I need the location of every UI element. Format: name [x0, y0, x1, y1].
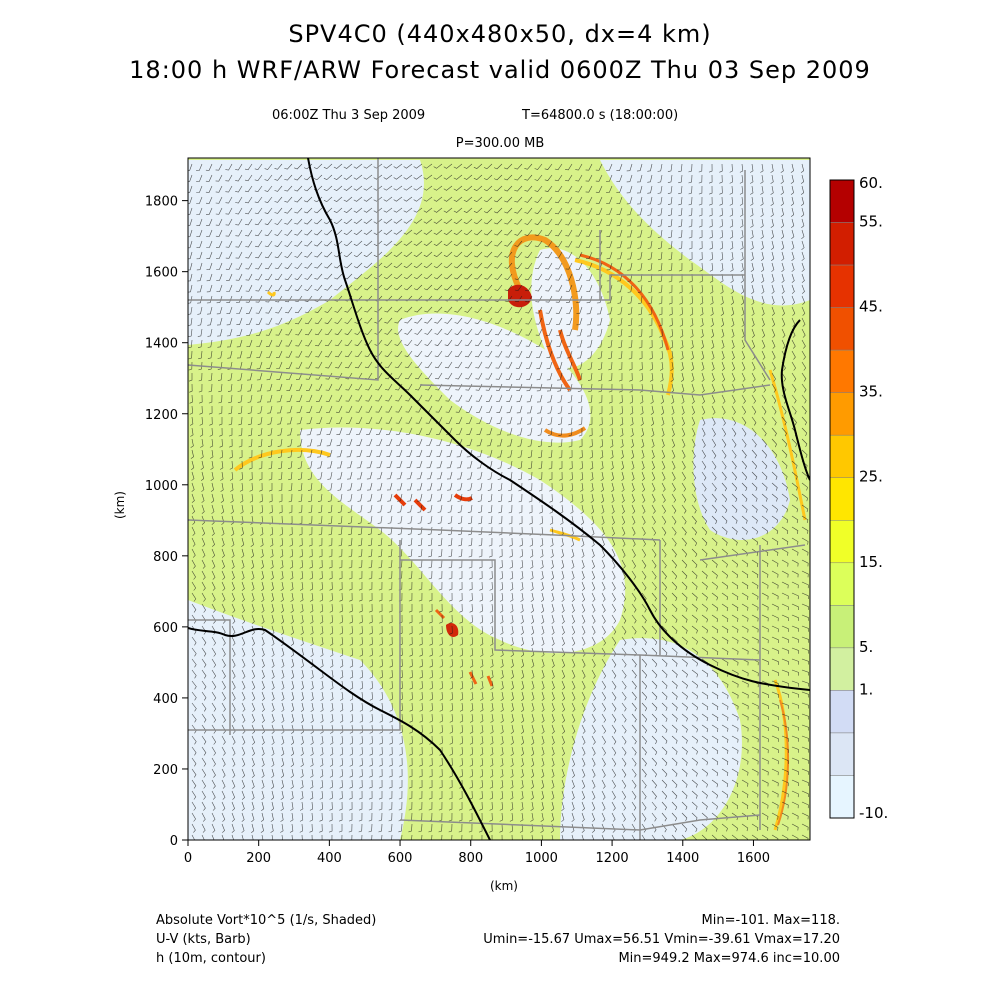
y-tick-label: 1400	[145, 337, 178, 352]
colorbar-swatch	[829, 264, 855, 308]
height-stats: Min=949.2 Max=974.6 inc=10.00	[618, 951, 840, 966]
colorbar-label: 5.	[859, 638, 873, 656]
y-tick-label: 800	[153, 550, 178, 565]
map-area	[188, 158, 810, 840]
valid-time: 06:00Z Thu 3 Sep 2009	[272, 108, 426, 123]
colorbar-swatch	[829, 222, 855, 266]
colorbar-swatch	[829, 349, 855, 393]
colorbar-label: 1.	[859, 680, 873, 698]
y-tick-label: 200	[153, 763, 178, 778]
low-vorticity-region	[693, 418, 790, 540]
state-borders	[188, 158, 806, 840]
x-tick-label: 200	[246, 851, 271, 866]
x-tick-label: 1200	[596, 851, 629, 866]
wind-barb-field	[188, 163, 809, 840]
vorticity-band	[579, 253, 670, 351]
colorbar-label: 25.	[859, 468, 883, 486]
x-tick-label: 1400	[666, 851, 699, 866]
y-tick-label: 1200	[145, 408, 178, 423]
colorbar-swatch	[829, 179, 855, 223]
title-line-2: 18:00 h WRF/ARW Forecast valid 0600Z Thu…	[129, 56, 871, 84]
field-wind-label: U-V (kts, Barb)	[156, 932, 251, 947]
colorbar-label: 15.	[859, 553, 883, 571]
x-tick-label: 800	[458, 851, 483, 866]
colorbar-swatch	[829, 647, 855, 691]
vorticity-band	[233, 448, 331, 472]
low-vorticity-region	[188, 600, 408, 840]
low-vorticity-region	[600, 160, 810, 306]
x-tick-label: 400	[317, 851, 342, 866]
colorbar-swatch	[829, 605, 855, 649]
colorbar-swatch	[829, 307, 855, 351]
y-tick-label: 1800	[145, 195, 178, 210]
low-vorticity-region	[188, 160, 424, 345]
colorbar-label: 35.	[859, 383, 883, 401]
country-borders	[188, 158, 810, 840]
colorbar-swatch	[829, 520, 855, 564]
y-tick-label: 1000	[145, 479, 178, 494]
plot-frame	[187, 157, 811, 841]
colorbar-swatch	[829, 775, 855, 819]
colorbar-swatch	[829, 392, 855, 436]
y-axis-label: (km)	[113, 491, 127, 519]
y-tick-label: 600	[153, 621, 178, 636]
vorticity-band	[768, 369, 807, 831]
colorbar-swatch	[829, 562, 855, 606]
colorbar: 60. 55. 45. 35. 25. 15. 5. 1. -10.	[829, 174, 888, 822]
wind-stats: Umin=-15.67 Umax=56.51 Vmin=-39.61 Vmax=…	[483, 932, 840, 947]
title-line-1: SPV4C0 (440x480x50, dx=4 km)	[288, 20, 712, 48]
y-tick-label: 0	[170, 834, 178, 849]
colorbar-label: 45.	[859, 298, 883, 316]
vorticity-band	[508, 234, 580, 331]
x-axis-label: (km)	[490, 879, 518, 893]
wind-barbs	[188, 163, 809, 840]
low-vorticity-region	[560, 638, 742, 840]
y-tick-label: 1600	[145, 266, 178, 281]
y-tick-label: 400	[153, 692, 178, 707]
pressure-level: P=300.00 MB	[455, 136, 545, 151]
model-time: T=64800.0 s (18:00:00)	[522, 108, 679, 123]
vorticity-stats: Min=-101. Max=118.	[701, 913, 840, 928]
x-tick-label: 0	[184, 851, 192, 866]
colorbar-swatch	[829, 434, 855, 478]
field-height-label: h (10m, contour)	[156, 951, 266, 966]
x-tick-label: 1000	[525, 851, 558, 866]
x-tick-label: 1600	[737, 851, 770, 866]
y-axis: 0 200 400 600 800 1000 1200 1400 1600 1800	[145, 195, 188, 849]
vorticity-band	[434, 608, 494, 687]
colorbar-swatch	[829, 477, 855, 521]
colorbar-label: 60.	[859, 174, 883, 192]
x-tick-label: 600	[388, 851, 413, 866]
vorticity-band	[543, 426, 587, 438]
colorbar-swatch	[829, 690, 855, 734]
vorticity-band	[777, 699, 789, 826]
low-vorticity-region	[398, 313, 591, 443]
colorbar-swatch	[829, 732, 855, 776]
x-axis: 0 200 400 600 800 1000 1200 1400 1600	[184, 840, 770, 866]
low-vorticity-region	[300, 427, 626, 654]
colorbar-label: -10.	[859, 804, 888, 822]
colorbar-frame	[829, 179, 855, 819]
colorbar-label: 55.	[859, 213, 883, 231]
field-vorticity-label: Absolute Vort*10^5 (1/s, Shaded)	[156, 913, 377, 928]
